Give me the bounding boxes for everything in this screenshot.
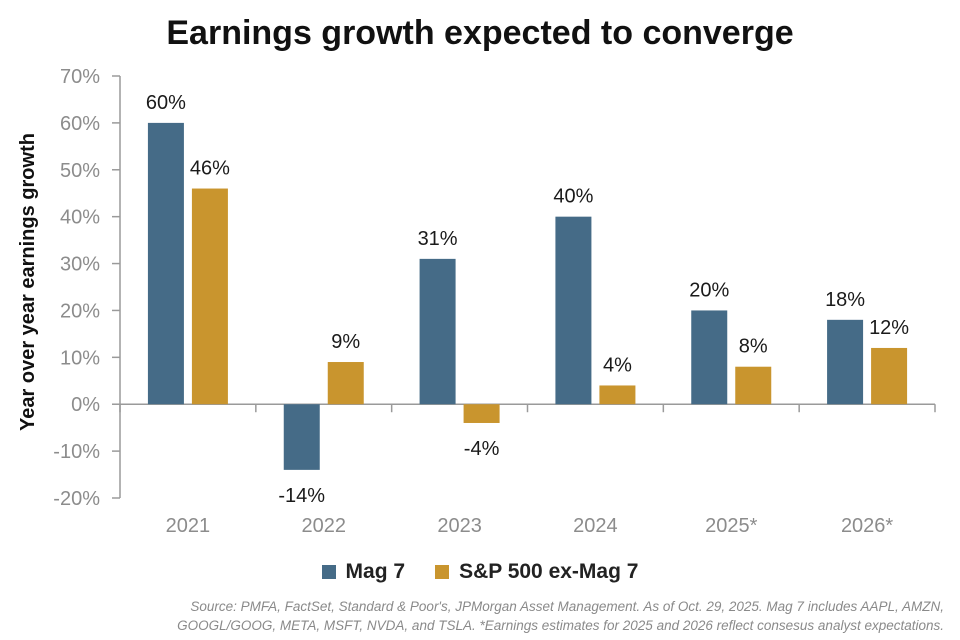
y-tick-label: 10% (60, 347, 100, 369)
y-tick-label: 60% (60, 113, 100, 135)
bar-sp500-ex-mag7 (327, 362, 364, 405)
bar-sp500-ex-mag7 (871, 347, 908, 405)
y-tick-label: 50% (60, 160, 100, 182)
y-tick-label: -20% (53, 488, 100, 510)
x-category-label: 2026* (841, 515, 893, 537)
y-axis: 70% 60% 50% 40% 30% 20% 10% 0% -10% -20% (53, 66, 121, 510)
source-note: Source: PMFA, FactSet, Standard & Poor's… (44, 597, 944, 635)
bar-mag7 (555, 216, 592, 405)
y-tick-label: -10% (53, 441, 100, 463)
data-label: -4% (464, 438, 500, 460)
y-tick-label: 30% (60, 254, 100, 276)
legend-item-sp500-ex-mag7: S&P 500 ex-Mag 7 (435, 560, 638, 584)
bar-sp500-ex-mag7 (191, 188, 228, 405)
source-note-line-1: Source: PMFA, FactSet, Standard & Poor's… (190, 599, 944, 614)
x-category-label: 2024 (573, 515, 618, 537)
legend-swatch-mag7 (321, 565, 336, 579)
data-label: 60% (146, 92, 186, 114)
bar-sp500-ex-mag7 (463, 404, 500, 423)
legend-label-sp500-ex-mag7: S&P 500 ex-Mag 7 (459, 560, 639, 583)
data-label: -14% (278, 485, 325, 507)
bar-mag7 (283, 404, 320, 470)
x-category-label: 2022 (302, 515, 347, 537)
bar-mag7 (827, 319, 864, 405)
x-axis: 2021 2022 2023 2024 2025* 2026* (119, 403, 936, 537)
legend-item-mag7: Mag 7 (321, 560, 406, 584)
y-tick-label: 70% (60, 66, 100, 88)
bar-mag7 (691, 310, 728, 405)
x-category-label: 2023 (437, 515, 482, 537)
bar-mag7 (419, 258, 456, 405)
data-label: 12% (869, 317, 909, 339)
data-label: 31% (418, 228, 458, 250)
legend: Mag 7 S&P 500 ex-Mag 7 (0, 560, 960, 584)
chart-title: Earnings growth expected to converge (166, 14, 794, 52)
data-label: 8% (739, 336, 768, 358)
data-label: 9% (331, 331, 360, 353)
source-note-line-2: GOOGL/GOOG, META, MSFT, NVDA, and TSLA. … (177, 618, 944, 633)
bar-sp500-ex-mag7 (599, 385, 636, 405)
bar-sp500-ex-mag7 (735, 366, 772, 405)
data-label: 20% (689, 279, 729, 301)
y-axis-title: Year over year earnings growth (17, 133, 39, 431)
data-labels: 60% -14% 31% 40% 20% 18% 46% 9% -4% 4% 8% 12% (146, 92, 909, 507)
bar-mag7 (147, 122, 184, 405)
data-label: 18% (825, 289, 865, 311)
data-label: 46% (190, 158, 230, 180)
x-category-label: 2025* (705, 515, 757, 537)
data-label: 4% (603, 354, 632, 376)
bar-chart: 70% 60% 50% 40% 30% 20% 10% 0% -10% -20% 2021 2022… (17, 66, 936, 537)
y-tick-label: 0% (71, 394, 100, 416)
x-category-label: 2021 (166, 515, 211, 537)
legend-swatch-sp500-ex-mag7 (435, 565, 450, 579)
legend-label-mag7: Mag 7 (345, 560, 406, 583)
bars (147, 122, 908, 470)
y-tick-label: 20% (60, 300, 100, 322)
y-tick-label: 40% (60, 207, 100, 229)
data-label: 40% (553, 186, 593, 208)
